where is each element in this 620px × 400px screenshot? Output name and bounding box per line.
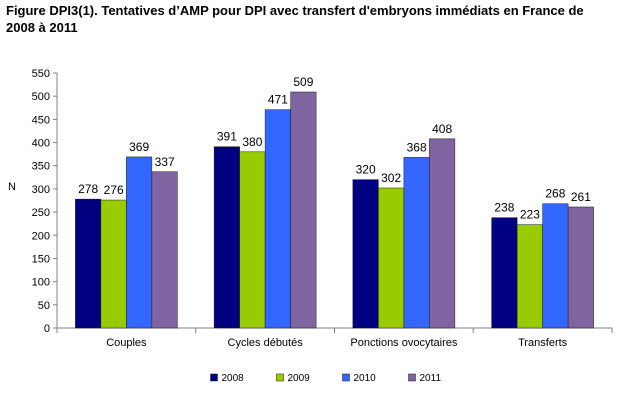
- legend-label: 2011: [420, 373, 442, 384]
- bar: [126, 156, 153, 329]
- legend: 2008 2009 2010 2011: [210, 373, 442, 384]
- y-tick-label: 550: [32, 68, 50, 80]
- data-label: 302: [381, 171, 401, 185]
- legend-swatch: [342, 373, 350, 382]
- data-label: 320: [356, 163, 376, 177]
- data-label: 380: [242, 135, 262, 149]
- data-label: 337: [155, 155, 175, 169]
- legend-label: 2008: [222, 373, 245, 384]
- y-tick-label: 500: [32, 91, 50, 103]
- x-category-label: Transferts: [518, 337, 568, 349]
- y-tick-label: 350: [32, 161, 50, 173]
- bar: [516, 224, 543, 329]
- y-tick-label: 150: [32, 253, 50, 265]
- bar: [75, 198, 102, 329]
- bar: [403, 157, 430, 329]
- data-label: 278: [78, 182, 98, 196]
- x-category-label: Cycles débutés: [228, 337, 304, 349]
- legend-swatch: [276, 373, 284, 382]
- y-tick-label: 400: [32, 138, 50, 150]
- bar: [542, 203, 569, 329]
- data-labels: 278 276 369 337 391 380 471 509 320 302 368 408 238 2…: [78, 75, 591, 222]
- y-axis-title: N: [8, 181, 16, 193]
- chart-title: Figure DPI3(1). Tentatives d’AMP pour DP…: [6, 3, 584, 35]
- bar: [567, 206, 594, 329]
- data-label: 238: [494, 201, 514, 215]
- legend-label: 2009: [288, 373, 311, 384]
- data-label: 368: [407, 140, 427, 154]
- data-label: 369: [129, 140, 149, 154]
- y-tick-label: 200: [32, 230, 50, 242]
- y-tick-label: 450: [32, 114, 50, 126]
- y-tick-label: 300: [32, 184, 50, 196]
- data-label: 391: [217, 130, 237, 144]
- x-category-label: Ponctions ovocytaires: [350, 337, 457, 349]
- bar: [290, 91, 317, 329]
- bar: [352, 179, 379, 329]
- bar: [429, 138, 456, 329]
- y-tick-label: 100: [32, 277, 50, 289]
- x-category-label: Couples: [106, 337, 147, 349]
- bar: [151, 171, 178, 329]
- bar: [213, 146, 240, 329]
- y-tick-label: 50: [38, 300, 50, 312]
- data-label: 276: [104, 183, 124, 197]
- data-label: 471: [268, 93, 288, 107]
- y-axis: 0 50 100 150 200 250 300 350 400 450 500 550: [32, 68, 58, 335]
- legend-swatch: [408, 373, 416, 382]
- bar: [491, 217, 518, 329]
- data-label: 509: [293, 75, 313, 89]
- bar: [378, 187, 405, 329]
- data-label: 223: [520, 208, 540, 222]
- data-label: 261: [571, 190, 591, 204]
- legend-swatch: [210, 373, 218, 382]
- bars: [75, 91, 594, 329]
- data-label: 408: [432, 122, 452, 136]
- y-tick-label: 0: [44, 323, 50, 335]
- bar: [239, 151, 266, 329]
- y-tick-label: 250: [32, 207, 50, 219]
- data-label: 268: [545, 187, 565, 201]
- x-axis: Couples Cycles débutés Ponctions ovocytair…: [56, 327, 613, 349]
- bar: [100, 199, 127, 329]
- bar: [264, 109, 291, 329]
- legend-label: 2010: [354, 373, 377, 384]
